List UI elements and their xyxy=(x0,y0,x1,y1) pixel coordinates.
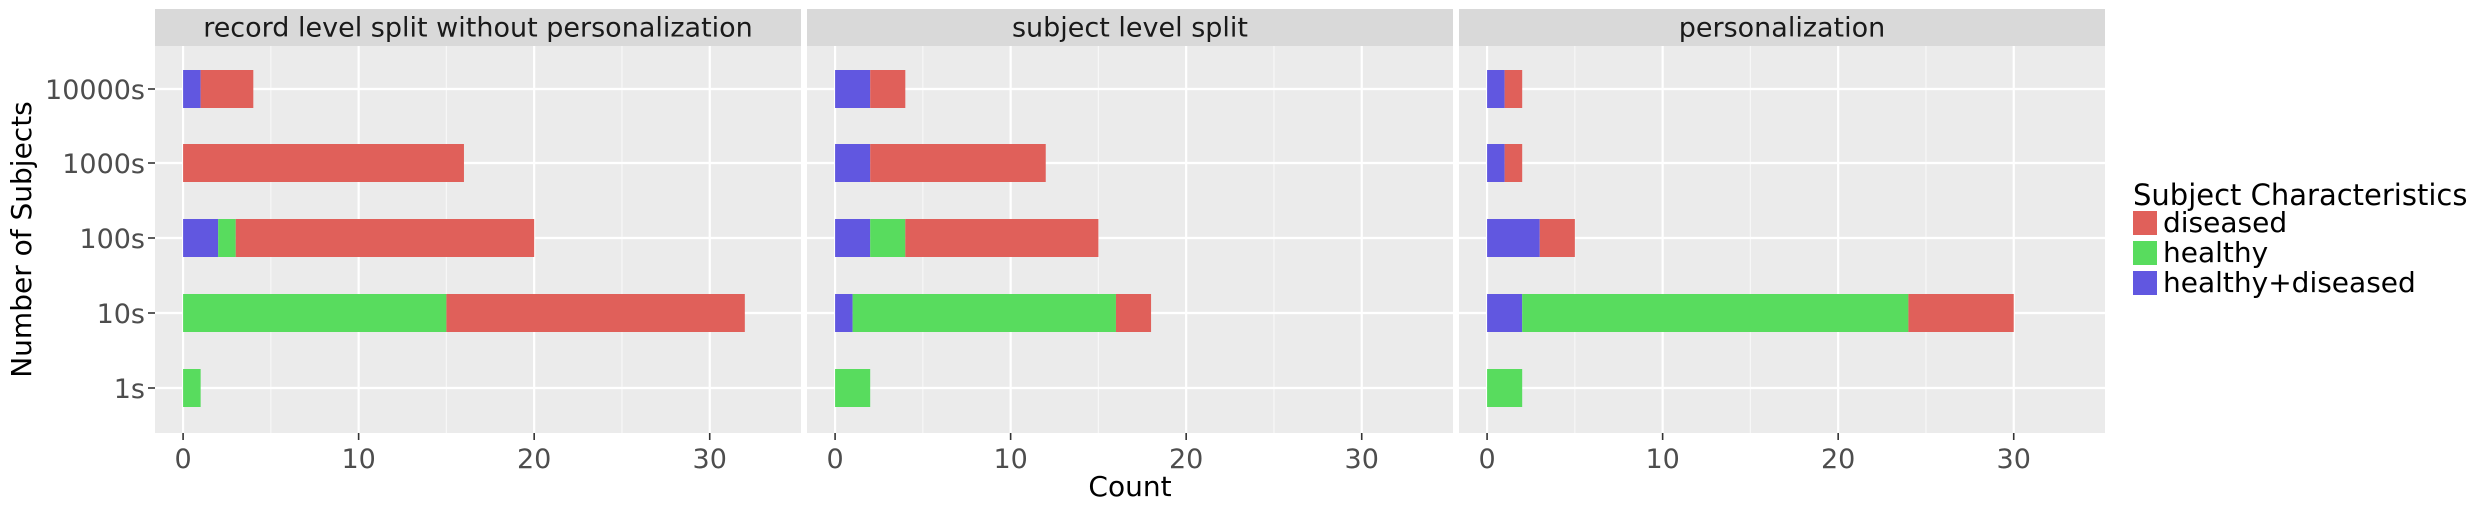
facet-1-bar-10s-diseased xyxy=(446,294,745,332)
facet-2-x-tick-label: 0 xyxy=(826,444,843,475)
facet-3-strip-title: personalization xyxy=(1679,13,1886,44)
facet-3-strip xyxy=(1459,9,2105,46)
facet-3-x-tick-label: 30 xyxy=(1997,444,2031,475)
facet-1-bar-1000s-diseased xyxy=(183,144,464,182)
legend-label-diseased: diseased xyxy=(2163,206,2287,239)
facet-1-bar-10s-healthy xyxy=(183,294,447,332)
facet-2-bar-10s-healthy-diseased xyxy=(835,294,853,332)
facet-3-x-tick-label: 10 xyxy=(1645,444,1679,475)
facet-3-bar-1000s-diseased xyxy=(1504,144,1523,182)
facet-3-bar-10s-healthy-diseased xyxy=(1487,294,1523,332)
facet-1-x-tick-label: 20 xyxy=(517,444,551,475)
facet-2-x-tick-label: 10 xyxy=(993,444,1027,475)
facet-1-x-tick-label: 0 xyxy=(174,444,191,475)
legend-label-healthy-diseased: healthy+diseased xyxy=(2163,266,2416,299)
legend-title: Subject Characteristics xyxy=(2133,178,2467,212)
facet-2-x-tick-label: 30 xyxy=(1345,444,1379,475)
facet-3-x-tick-label: 0 xyxy=(1478,444,1495,475)
legend-label-healthy: healthy xyxy=(2163,236,2268,269)
facet-1-bar-1s-healthy xyxy=(183,369,201,407)
facet-2-strip-title: subject level split xyxy=(1012,13,1248,44)
facet-1-bar-100s-healthy xyxy=(218,219,236,257)
facet-2-bar-10000s-diseased xyxy=(870,70,906,108)
facet-3-bar-1s-healthy xyxy=(1487,369,1523,407)
y-tick-label-1000s: 1000s xyxy=(62,149,145,180)
x-axis-title: Count xyxy=(1088,470,1171,503)
facet-1-strip xyxy=(155,9,801,46)
facet-2-bar-1s-healthy xyxy=(835,369,871,407)
facet-3-bar-10s-diseased xyxy=(1908,294,2014,332)
facet-2-bar-1000s-healthy-diseased xyxy=(835,144,871,182)
facet-2-bar-100s-healthy-diseased xyxy=(835,219,871,257)
facet-1-bar-10000s-healthy-diseased xyxy=(183,70,201,108)
facet-1-x-tick-label: 30 xyxy=(693,444,727,475)
facet-1-strip-title: record level split without personalizati… xyxy=(203,13,753,44)
facet-2-x-tick-label: 20 xyxy=(1169,444,1203,475)
legend-swatch-diseased xyxy=(2133,211,2157,235)
facet-1-bar-10000s-diseased xyxy=(200,70,254,108)
facet-3-bar-10000s-healthy-diseased xyxy=(1487,70,1505,108)
facet-3-bar-100s-healthy-diseased xyxy=(1487,219,1540,257)
facet-2-bar-10000s-healthy-diseased xyxy=(835,70,871,108)
facet-2-bar-10s-healthy xyxy=(852,294,1116,332)
facet-2-bar-10s-diseased xyxy=(1115,294,1152,332)
legend-swatch-healthy xyxy=(2133,241,2157,265)
y-axis-title: Number of Subjects xyxy=(5,101,38,378)
facet-2-strip xyxy=(807,9,1453,46)
facet-3-bar-10s-healthy xyxy=(1522,294,1909,332)
y-tick-label-10s: 10s xyxy=(97,299,145,330)
facet-1-x-tick-label: 10 xyxy=(341,444,375,475)
legend-swatch-healthy-diseased xyxy=(2133,271,2157,295)
facet-2-bar-100s-healthy xyxy=(870,219,906,257)
facet-1-bar-100s-healthy-diseased xyxy=(183,219,219,257)
facet-3-bar-10000s-diseased xyxy=(1504,70,1523,108)
facet-3-bar-1000s-healthy-diseased xyxy=(1487,144,1505,182)
facet-2-bar-100s-diseased xyxy=(905,219,1099,257)
y-tick-label-10000s: 10000s xyxy=(45,75,145,106)
facet-3-bar-100s-diseased xyxy=(1539,219,1575,257)
facet-3-x-tick-label: 20 xyxy=(1821,444,1855,475)
y-tick-label-1s: 1s xyxy=(114,374,145,405)
facet-1-bar-100s-diseased xyxy=(235,219,535,257)
y-tick-label-100s: 100s xyxy=(79,224,145,255)
facet-2-bar-1000s-diseased xyxy=(870,144,1046,182)
